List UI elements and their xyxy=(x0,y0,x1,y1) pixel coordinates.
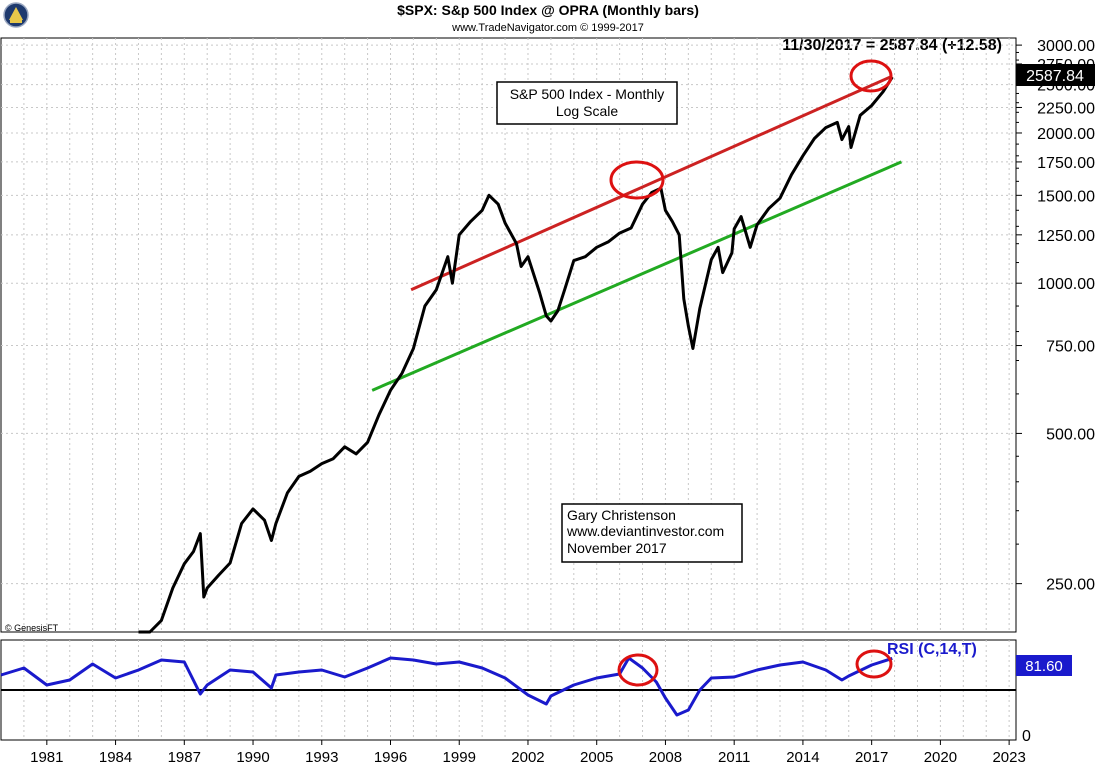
highlight-circle-rsi-2007 xyxy=(617,653,659,687)
y-tick-label: 250.00 xyxy=(1046,577,1095,594)
x-tick-label: 2005 xyxy=(580,749,613,766)
upper-trendline xyxy=(410,74,893,292)
x-tick-label: 2008 xyxy=(649,749,682,766)
y-tick-label: 2250.00 xyxy=(1037,100,1095,117)
author-date: November 2017 xyxy=(567,540,667,556)
annotation-box-scale: S&P 500 Index - Monthly Log Scale xyxy=(496,81,678,125)
x-tick-label: 2014 xyxy=(786,749,819,766)
grid xyxy=(1,38,1016,740)
x-tick-label: 2011 xyxy=(718,749,750,766)
annotation-box-author: Gary Christenson www.deviantinvestor.com… xyxy=(561,503,743,563)
x-tick-label: 1984 xyxy=(99,749,132,766)
chart-subtitle: www.TradeNavigator.com © 1999-2017 xyxy=(451,22,644,34)
x-tick-label: 1996 xyxy=(374,749,407,766)
x-axis: 1981 1984 1987 1990 1993 1996 1999 2002 2005 2008… xyxy=(30,740,1026,766)
last-price-tag-value: 2587.84 xyxy=(1026,68,1084,85)
x-tick-label: 2002 xyxy=(511,749,544,766)
x-tick-label: 1990 xyxy=(236,749,269,766)
rsi-series-line xyxy=(0,656,893,717)
rsi-title: RSI (C,14,T) xyxy=(887,641,977,658)
y-tick-label: 1750.00 xyxy=(1037,155,1095,172)
chart-title: $SPX: S&p 500 Index @ OPRA (Monthly bars… xyxy=(397,2,699,18)
y-axis: 3000.002750.002500.002250.002000.001750.… xyxy=(1016,38,1095,745)
price-series-line xyxy=(138,76,894,634)
copyright-label: © GenesisFT xyxy=(5,623,59,633)
annotation-box-scale-line2: Log Scale xyxy=(556,103,618,119)
y-tick-label: 500.00 xyxy=(1046,426,1095,443)
price-panel xyxy=(0,37,1017,633)
x-tick-label: 1987 xyxy=(168,749,201,766)
x-tick-label: 2017 xyxy=(855,749,888,766)
last-price-tag: 2587.84 xyxy=(1016,64,1095,86)
highlight-circle-rsi-now xyxy=(855,649,893,679)
x-tick-label: 1981 xyxy=(30,749,63,766)
y-tick-label: 2000.00 xyxy=(1037,126,1095,143)
y-tick-label: 1250.00 xyxy=(1037,228,1095,245)
rsi-value-tag: 81.60 xyxy=(1016,655,1072,676)
annotation-box-scale-line1: S&P 500 Index - Monthly xyxy=(510,86,665,102)
y-tick-label: 1500.00 xyxy=(1037,188,1095,205)
author-site: www.deviantinvestor.com xyxy=(566,523,724,539)
rsi-value-tag-value: 81.60 xyxy=(1025,658,1063,675)
highlight-circle-2007 xyxy=(609,160,665,200)
lower-trendline xyxy=(371,160,903,392)
x-tick-label: 2023 xyxy=(992,749,1025,766)
x-tick-label: 1999 xyxy=(443,749,476,766)
y-tick-label: 1000.00 xyxy=(1037,276,1095,293)
highlight-circle-top xyxy=(849,59,893,93)
author-name: Gary Christenson xyxy=(567,507,676,523)
logo-icon xyxy=(3,2,29,28)
y-tick-label: 3000.00 xyxy=(1037,38,1095,55)
rsi-y-tick-label: 0 xyxy=(1022,728,1031,745)
x-tick-label: 1993 xyxy=(305,749,338,766)
y-tick-label: 750.00 xyxy=(1046,339,1095,356)
x-tick-label: 2020 xyxy=(924,749,957,766)
